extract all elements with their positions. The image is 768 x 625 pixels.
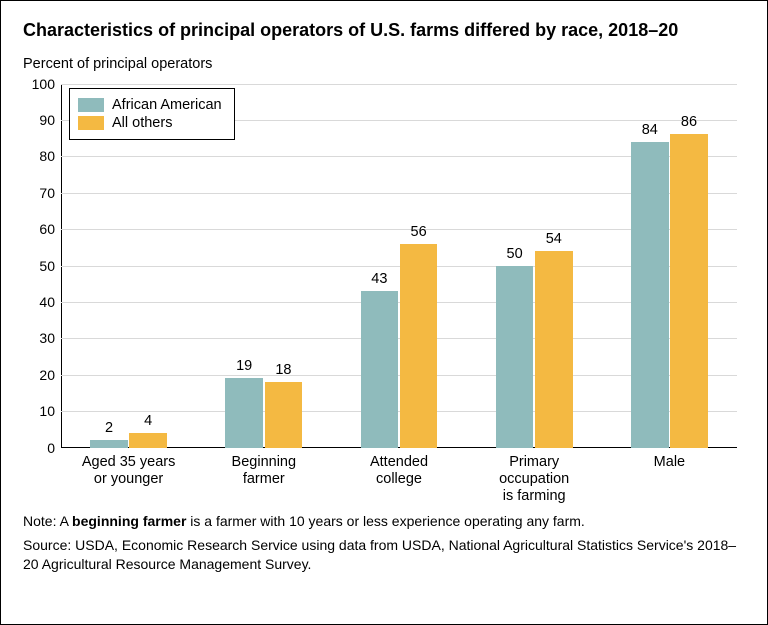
y-tick-label: 30 bbox=[23, 330, 55, 346]
category-label: Male bbox=[602, 448, 737, 471]
chart-source: Source: USDA, Economic Research Service … bbox=[23, 536, 745, 574]
legend-label: African American bbox=[112, 97, 222, 113]
category-label: Primary occupation is farming bbox=[467, 448, 602, 506]
chart-title: Characteristics of principal operators o… bbox=[23, 19, 745, 42]
y-tick-label: 0 bbox=[23, 440, 55, 456]
y-tick-label: 10 bbox=[23, 403, 55, 419]
bar: 54 bbox=[535, 251, 573, 448]
chart-container: 0102030405060708090100 24191843565054848… bbox=[23, 76, 745, 496]
bar: 50 bbox=[496, 266, 534, 448]
bar-value-label: 2 bbox=[105, 420, 113, 436]
bar: 18 bbox=[265, 382, 303, 448]
bar: 56 bbox=[400, 244, 438, 448]
legend-swatch bbox=[78, 116, 104, 130]
y-tick-label: 80 bbox=[23, 148, 55, 164]
bar: 43 bbox=[361, 291, 399, 448]
bar: 2 bbox=[90, 440, 128, 447]
bar: 86 bbox=[670, 134, 708, 447]
legend-swatch bbox=[78, 98, 104, 112]
note-text: Note: A bbox=[23, 513, 72, 529]
category-label: Aged 35 years or younger bbox=[61, 448, 196, 489]
note-text: is a farmer with 10 years or less experi… bbox=[186, 513, 584, 529]
y-tick-label: 90 bbox=[23, 112, 55, 128]
legend-item: African American bbox=[78, 97, 222, 113]
bar-value-label: 84 bbox=[642, 122, 658, 138]
y-tick-label: 70 bbox=[23, 185, 55, 201]
bar-value-label: 18 bbox=[275, 362, 291, 378]
category-label: Beginning farmer bbox=[196, 448, 331, 489]
bar-value-label: 50 bbox=[507, 246, 523, 262]
y-axis-label: Percent of principal operators bbox=[23, 56, 745, 72]
bar-value-label: 4 bbox=[144, 413, 152, 429]
bar-value-label: 56 bbox=[411, 224, 427, 240]
legend: African American All others bbox=[69, 88, 235, 140]
bar-value-label: 86 bbox=[681, 114, 697, 130]
chart-note: Note: A beginning farmer is a farmer wit… bbox=[23, 512, 745, 531]
bar-value-label: 54 bbox=[546, 231, 562, 247]
bar: 84 bbox=[631, 142, 669, 448]
category-label: Attended college bbox=[331, 448, 466, 489]
y-tick-label: 40 bbox=[23, 294, 55, 310]
y-tick-label: 20 bbox=[23, 367, 55, 383]
legend-label: All others bbox=[112, 115, 172, 131]
bar-value-label: 43 bbox=[371, 271, 387, 287]
y-tick-label: 50 bbox=[23, 258, 55, 274]
legend-item: All others bbox=[78, 115, 222, 131]
bar-value-label: 19 bbox=[236, 358, 252, 374]
note-bold-term: beginning farmer bbox=[72, 513, 186, 529]
y-tick-label: 60 bbox=[23, 221, 55, 237]
bar: 4 bbox=[129, 433, 167, 448]
bar: 19 bbox=[225, 378, 263, 447]
y-tick-label: 100 bbox=[23, 76, 55, 92]
